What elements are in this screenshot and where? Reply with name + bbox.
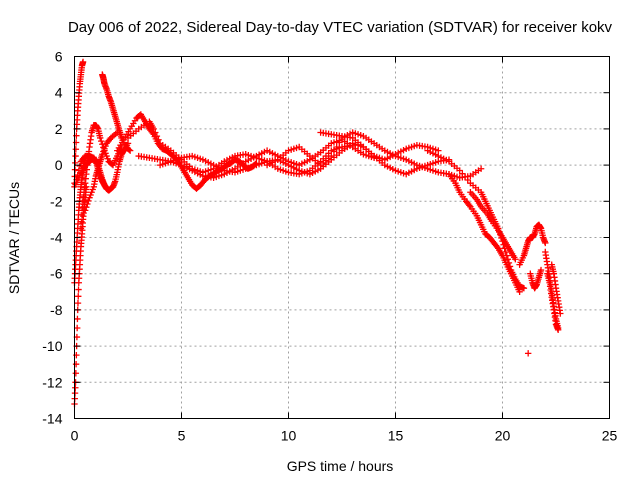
series-arc-4	[77, 122, 125, 232]
data-point	[466, 202, 473, 209]
data-point	[72, 384, 79, 391]
series-arc-8	[99, 71, 134, 154]
y-tick-label: 2	[55, 121, 63, 137]
data-point	[153, 132, 161, 140]
data-point	[99, 141, 106, 148]
series-arc-22	[548, 261, 564, 317]
data-point	[85, 197, 92, 205]
data-point	[537, 266, 545, 274]
data-point	[72, 361, 80, 368]
data-point	[82, 207, 89, 214]
x-tick-label: 0	[71, 428, 79, 444]
y-tick-label: 4	[55, 85, 63, 101]
data-point	[554, 326, 562, 334]
data-point	[76, 162, 84, 170]
data-point	[96, 134, 104, 142]
y-tick-label: 6	[55, 49, 63, 65]
data-point	[328, 152, 335, 160]
series-arc-18	[516, 221, 549, 268]
data-point	[516, 288, 523, 295]
y-tick-label: -10	[42, 338, 62, 354]
y-tick-label: -6	[50, 266, 63, 282]
series-arc-16	[445, 170, 523, 295]
data-point	[152, 129, 159, 136]
series-arc-21	[544, 270, 562, 334]
chart-title: Day 006 of 2022, Sidereal Day-to-day VTE…	[68, 19, 613, 36]
data-point	[557, 310, 564, 317]
data-point	[84, 200, 91, 208]
x-tick-label: 20	[495, 428, 511, 444]
y-tick-label: -14	[42, 411, 62, 427]
data-point	[542, 239, 549, 247]
data-point	[71, 166, 79, 173]
x-axis-label: GPS time / hours	[287, 458, 394, 474]
data-point	[78, 218, 85, 225]
data-point	[72, 152, 79, 160]
data-point	[72, 139, 80, 146]
data-point	[520, 284, 528, 292]
y-tick-label: -4	[50, 230, 63, 246]
data-point	[77, 225, 85, 232]
x-tick-label: 25	[602, 428, 618, 444]
data-point	[71, 389, 79, 397]
data-marks	[71, 58, 564, 408]
data-point	[125, 146, 133, 153]
data-point	[150, 125, 157, 133]
data-point	[477, 165, 485, 172]
data-point	[75, 293, 82, 300]
series-arc-19	[527, 266, 545, 292]
series-arc-14	[317, 129, 442, 163]
y-tick-label: -8	[50, 302, 63, 318]
series-arc-13	[263, 129, 485, 181]
series-arc-11	[135, 136, 378, 181]
data-point	[124, 140, 132, 147]
data-point	[524, 350, 532, 357]
x-tick-label: 10	[281, 428, 297, 444]
data-point	[74, 315, 81, 323]
data-point	[330, 148, 338, 155]
data-point	[72, 146, 80, 153]
data-point	[512, 256, 519, 263]
y-tick-label: 0	[55, 157, 63, 173]
data-point	[336, 139, 343, 146]
series-arc-23	[524, 350, 532, 357]
data-point	[74, 299, 82, 307]
data-point	[103, 185, 110, 192]
series-arc-17	[467, 189, 519, 263]
data-point	[83, 203, 90, 211]
series-arc-9	[114, 111, 260, 192]
y-tick-label: -12	[42, 374, 62, 390]
y-axis-label: SDTVAR / TECUs	[6, 182, 22, 294]
data-point	[73, 324, 81, 332]
data-point	[155, 136, 162, 143]
data-point	[333, 143, 340, 151]
series-arc-2	[71, 58, 87, 187]
x-tick-label: 15	[388, 428, 404, 444]
grid-lines	[74, 56, 610, 419]
data-point	[502, 248, 509, 256]
data-point	[79, 58, 87, 66]
x-tick-label: 5	[178, 428, 186, 444]
data-point	[72, 370, 80, 377]
y-tick-label: -2	[50, 193, 63, 209]
data-point	[126, 147, 134, 154]
data-point	[75, 286, 82, 293]
data-point	[98, 137, 105, 145]
data-point	[435, 147, 442, 154]
data-point	[78, 211, 86, 219]
